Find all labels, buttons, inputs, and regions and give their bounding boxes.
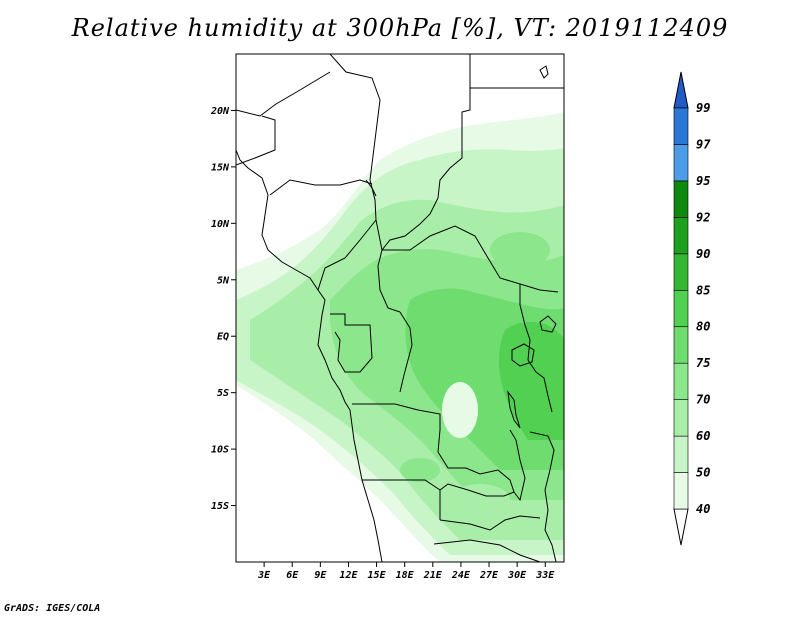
- lat-tick-label: 20N: [210, 106, 230, 117]
- colorbar-segment: [673, 180, 689, 218]
- border: [399, 311, 413, 393]
- colorbar-segment: [673, 362, 689, 400]
- colorbar-segment: [673, 472, 689, 510]
- lat-tick-label: 5N: [217, 275, 230, 286]
- colorbar-level-label: 60: [696, 429, 710, 443]
- border: [433, 539, 541, 562]
- lon-tick-label: 33E: [535, 570, 555, 581]
- colorbar-segment: [673, 435, 689, 473]
- border: [509, 429, 526, 502]
- border: [519, 284, 553, 413]
- chart-title: Relative humidity at 300hPa [%], VT: 201…: [71, 14, 729, 42]
- lat-tick-label: EQ: [217, 332, 229, 343]
- latitude-axis: 20N 15N 10N 5N EQ 5S 10S 15S: [210, 106, 236, 512]
- lon-tick-label: 18E: [396, 570, 415, 581]
- rh-blob: [442, 382, 478, 438]
- rh-blob: [450, 484, 510, 516]
- lon-tick-label: 30E: [507, 570, 527, 581]
- colorbar-level-label: 85: [696, 283, 710, 297]
- lon-tick-label: 27E: [479, 570, 499, 581]
- rh-blob: [490, 232, 550, 268]
- colorbar-segment: [673, 217, 689, 255]
- lon-tick-label: 15E: [368, 570, 387, 581]
- colorbar-segment: [673, 107, 689, 145]
- lake: [539, 315, 557, 333]
- lon-tick-label: 3E: [257, 570, 271, 581]
- colorbar-level-label: 90: [696, 247, 710, 261]
- coastline-west-africa: [236, 149, 383, 562]
- colorbar-segment: [673, 399, 689, 437]
- map-frame: [235, 53, 565, 563]
- lon-tick-label: 6E: [286, 570, 299, 581]
- lon-tick-label: 12E: [339, 570, 358, 581]
- lat-tick-label: 10S: [211, 445, 229, 456]
- border: [352, 403, 515, 520]
- lat-tick-label: 10N: [211, 219, 230, 230]
- border: [269, 179, 373, 196]
- colorbar-over-triangle: [673, 71, 689, 109]
- colorbar-segment: [673, 289, 689, 328]
- colorbar-level-label: 70: [696, 393, 710, 407]
- island: [539, 65, 549, 79]
- border: [236, 115, 276, 166]
- lat-tick-label: 15N: [211, 162, 230, 173]
- country-borders: [236, 54, 564, 562]
- border: [236, 71, 331, 117]
- lat-tick-label: 5S: [217, 388, 229, 399]
- border: [439, 515, 541, 531]
- border: [329, 54, 383, 251]
- lon-tick-label: 21E: [423, 570, 443, 581]
- colorbar: 40 50 60 70 75 80 85 90 92 95 97 99: [673, 71, 711, 546]
- border: [362, 479, 441, 491]
- colorbar-level-label: 75: [696, 356, 710, 370]
- rh-blob: [400, 458, 440, 482]
- colorbar-level-label: 92: [696, 210, 710, 224]
- grads-credit: GrADS: IGES/COLA: [4, 603, 101, 614]
- border: [330, 313, 373, 373]
- colorbar-level-label: 99: [696, 101, 710, 115]
- longitude-axis: 3E 6E 9E 12E 15E 18E 21E 24E 27E 30E 33E: [257, 562, 555, 581]
- border: [377, 54, 471, 313]
- border: [529, 431, 557, 562]
- colorbar-level-label: 50: [696, 466, 710, 480]
- lake: [507, 390, 521, 429]
- rh-blob: [272, 316, 328, 344]
- colorbar-segment: [673, 144, 689, 182]
- border: [317, 219, 377, 291]
- colorbar-level-label: 97: [696, 137, 711, 151]
- colorbar-segment: [673, 326, 689, 364]
- lon-tick-label: 24E: [451, 570, 471, 581]
- colorbar-under-triangle: [673, 508, 689, 546]
- river: [365, 179, 377, 197]
- colorbar-level-label: 95: [696, 174, 710, 188]
- lat-tick-label: 15S: [211, 501, 229, 512]
- lon-tick-label: 9E: [314, 570, 327, 581]
- humidity-shading: [236, 112, 564, 562]
- border: [382, 225, 559, 293]
- colorbar-level-label: 80: [696, 320, 710, 334]
- lake: [511, 343, 535, 367]
- colorbar-level-label: 40: [696, 502, 710, 516]
- colorbar-segment: [673, 253, 689, 291]
